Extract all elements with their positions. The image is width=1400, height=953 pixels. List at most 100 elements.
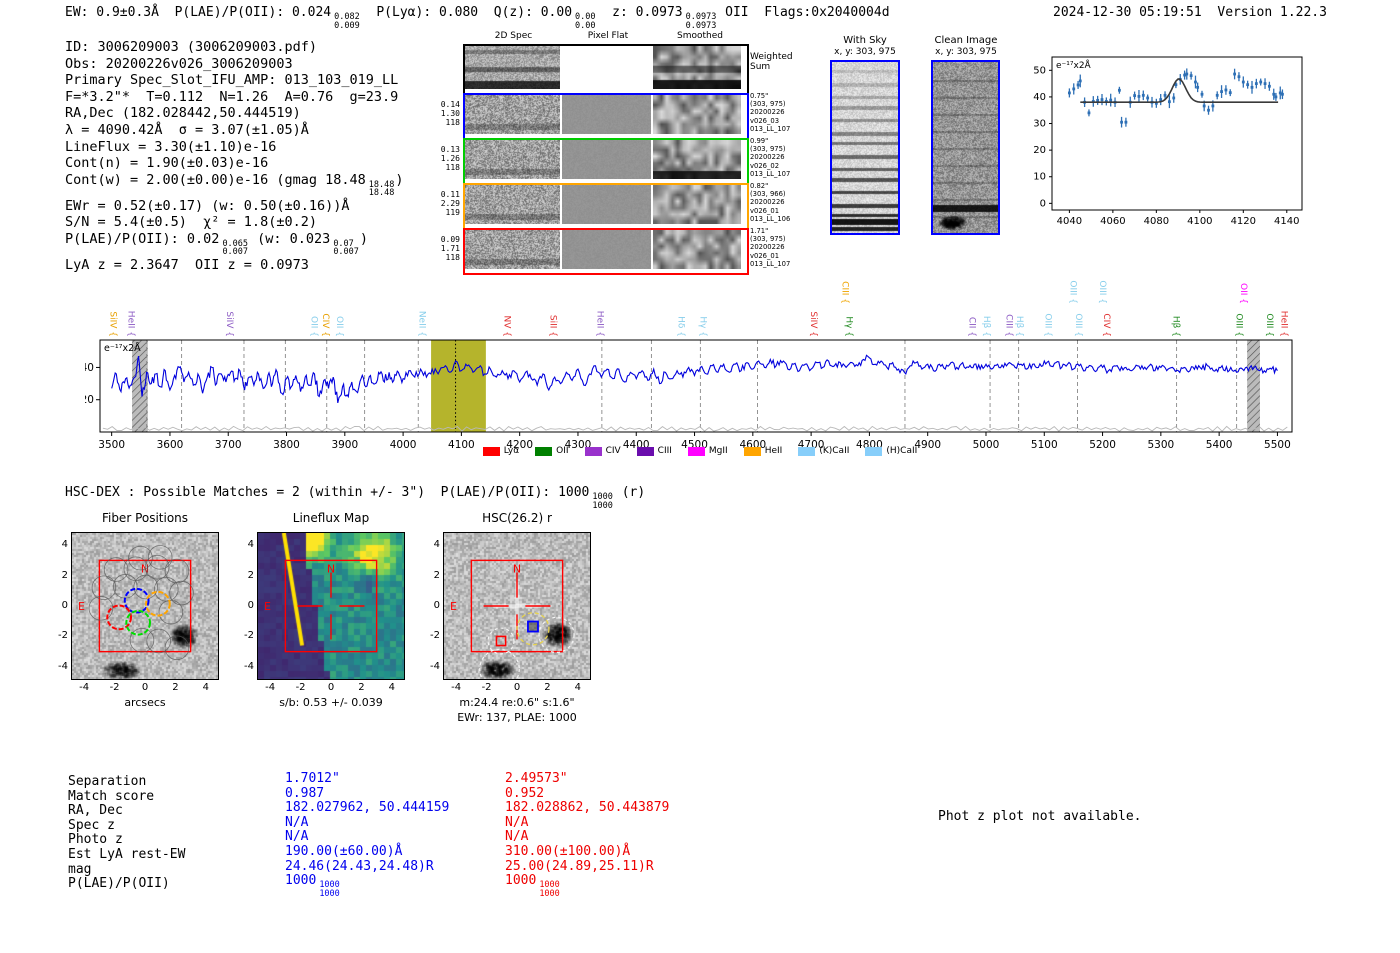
emission-line-marker: Hδ { [676,316,686,337]
match-value-blue: N/A [285,814,309,830]
emission-line-marker: SiII { [548,315,558,337]
with-sky-image [830,60,900,235]
photz-note: Phot z plot not available. [938,809,1142,824]
legend-swatch [743,446,761,456]
svg-text:30: 30 [1033,119,1046,130]
spec2d-row-label: 1.71" (303, 975) 20200226 v026_01 013_LL_107 [750,227,791,268]
match-value-blue: N/A [285,829,309,845]
pixel-flat-image [562,185,651,224]
cutout-xtick: 4 [388,682,396,693]
svg-text:50: 50 [1033,65,1046,76]
legend-swatch [687,446,705,456]
svg-text:20: 20 [85,394,94,406]
match-row-label: RA, Dec [68,803,123,819]
match-value-red: 25.00(24.89,25.11)R [505,858,654,874]
cutout-ytick: 0 [61,600,68,611]
svg-text:40: 40 [85,362,94,374]
spec2d-exposure-row [463,183,749,230]
cutout-title: HSC(26.2) r [482,511,552,525]
match-row-label: Match score [68,788,155,804]
cutout-caption: m:24.4 re:0.6" s:1.6" [459,696,575,709]
info-line: RA,Dec (182.028442,50.444519) [65,105,301,122]
spec2d-row-label: 0.82" (303, 966) 20200226 v026_01 013_LL_106 [750,182,791,223]
spec2d-col-title-3: Smoothed [677,31,723,41]
svg-text:4140: 4140 [1274,216,1299,227]
svg-text:4060: 4060 [1100,216,1125,227]
spec2d-image [465,230,560,269]
match-value-blue: 24.46(24.43,24.48)R [285,858,434,874]
cutout-ytick: -4 [58,660,68,672]
cutout-caption: arcsecs [124,696,166,709]
emission-line-marker: HeII { [595,311,605,337]
smoothed-image [653,230,741,269]
match-value-blue: 1000 1000 1000 [285,873,340,899]
match-value-blue: 1.7012" [285,771,340,786]
header-summary-line: EW: 0.9±0.3Å P(LAE)/P(OII): 0.024 0.082 0.… [65,5,890,31]
with-sky-title: With Sky [843,35,887,46]
smoothed-image [653,140,741,179]
cutout-xtick: -2 [109,682,120,693]
emission-line-marker: OIII { [1264,313,1274,337]
svg-text:e⁻¹⁷x2Å: e⁻¹⁷x2Å [1056,59,1092,71]
spec2d-image [465,95,560,134]
hsc-dex-match-line: HSC-DEX : Possible Matches = 2 (within +… [65,485,646,511]
info-line: ID: 3006209003 (3006209003.pdf) [65,39,317,55]
svg-text:5500: 5500 [1264,439,1291,448]
cutout-xtick: 0 [513,682,521,693]
info-line: LyA z = 2.3647 OII z = 0.0973 [65,256,309,273]
with-sky-coords: x, y: 303, 975 [834,47,896,57]
cutout-ytick: 4 [247,539,254,551]
clean-image-title: Clean Image [934,35,998,46]
svg-text:N: N [513,562,521,575]
emission-line-marker: SiIV { [808,311,818,337]
fiber-positions-image [71,532,219,680]
emission-line-marker: SiIV { [224,311,234,337]
svg-text:3900: 3900 [331,439,358,448]
svg-text:E: E [78,600,85,613]
svg-text:4800: 4800 [856,439,883,448]
svg-text:E: E [450,600,457,613]
spec2d-col-title-1: 2D Spec [494,31,533,41]
cutout-xtick: 0 [141,682,149,693]
legend-item: OII [535,446,569,456]
svg-text:4120: 4120 [1231,216,1256,227]
info-line: P(LAE)/P(OII): 0.02 0.065 0.007 (w: 0.023 0… [65,230,369,258]
header-timestamp: 2024-12-30 05:19:51 Version 1.22.3 [1053,5,1327,20]
pixel-flat-image [562,140,651,179]
cutout-ytick: -2 [430,630,440,642]
svg-text:4100: 4100 [1187,216,1212,227]
cutout-caption: s/b: 0.53 +/- 0.039 [279,696,383,709]
emission-line-marker: CIII { [840,281,850,304]
cutout-xtick: 2 [544,682,551,693]
cutout-xtick: 0 [327,682,335,693]
svg-text:E: E [264,600,271,613]
spec2d-row-label: 0.99" (303, 975) 20200226 v026_02 013_LL_107 [750,137,791,178]
pixel-flat-image [562,95,651,134]
svg-text:5000: 5000 [973,439,1000,448]
emission-line-marker: Hβ { [981,316,991,337]
spec2d-weighted-row [463,44,749,95]
smoothed-image [653,95,741,134]
cutout-xtick: 4 [574,682,582,693]
match-value-red: 2.49573" [505,771,568,786]
cutout-ytick: 4 [61,539,68,551]
cutout-xtick: -4 [79,682,90,693]
legend-swatch [535,446,553,456]
spec2d-row-stats: 0.11 2.29 119 [440,190,460,217]
emission-line-marker: NeII { [416,311,426,337]
emission-line-marker: HeII { [1278,311,1288,337]
match-value-blue: 190.00(±60.00)Å [285,844,403,859]
legend-item: HeII [743,446,782,456]
match-value-red: N/A [505,829,529,845]
cutout-ytick: 2 [433,569,440,581]
match-row-label: mag [68,861,92,877]
info-line: Obs: 20200226v026_3006209003 [65,55,293,72]
svg-text:5100: 5100 [1031,439,1058,448]
svg-text:4100: 4100 [448,439,475,448]
emission-line-marker: Hβ { [1014,316,1024,337]
info-line: EWr = 0.52(±0.17) (w: 0.50(±0.16))Å [65,197,350,214]
svg-text:0: 0 [1040,198,1046,209]
cutout-caption: EWr: 137, PLAE: 1000 [457,711,577,724]
full-spectrum-plot: 20 40 3500 3600 3700 3800 3900 4000 4100 4200 4300… [85,280,1293,448]
cutout-overlay: NE [450,559,575,679]
